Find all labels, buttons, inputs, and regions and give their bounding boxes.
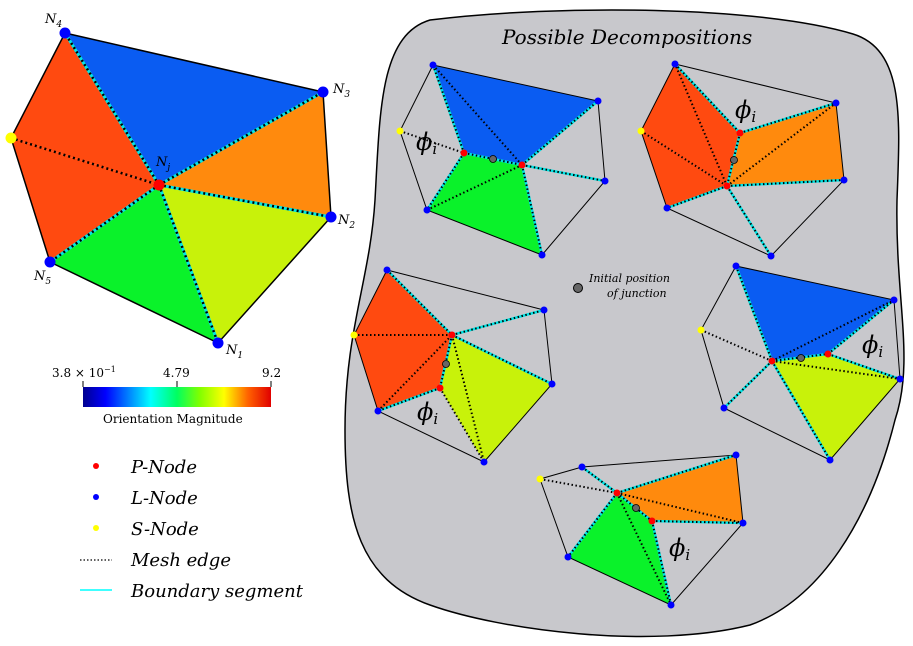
- blob-title: Possible Decompositions: [501, 25, 752, 49]
- initial-junction-marker: [573, 283, 583, 293]
- phi-label-4: ϕi: [862, 331, 883, 361]
- legend-l-node-label: L-Node: [130, 488, 198, 509]
- phi-label-1: ϕi: [416, 128, 437, 158]
- triangle-orange: [159, 92, 331, 217]
- triangle-green: [50, 185, 218, 343]
- legend-s-node-label: S-Node: [131, 519, 199, 540]
- junction-label-line2: of junction: [607, 287, 667, 300]
- colorbar-max-label: 9.2: [262, 366, 281, 380]
- label-n1: N1: [225, 343, 243, 361]
- node-n2: [325, 211, 337, 223]
- label-n3: N3: [332, 82, 350, 100]
- decomposition-4: ϕi: [697, 262, 904, 464]
- triangle-blue: [65, 33, 323, 185]
- legend: P-Node L-Node S-Node Mesh edge Boundary …: [80, 457, 304, 602]
- decomposition-5: ϕi: [536, 451, 747, 609]
- decomposition-1: ϕi: [396, 61, 609, 259]
- legend-l-node-marker: [93, 494, 99, 500]
- colorbar-gradient: [83, 387, 271, 407]
- legend-p-node-marker: [93, 463, 99, 469]
- triangle-yellow-green: [159, 185, 331, 343]
- node-n3: [317, 86, 329, 98]
- colorbar-mid-label: 4.79: [163, 366, 190, 380]
- legend-s-node-marker: [93, 525, 99, 531]
- main-mesh: N4 N3 N2 N1 N5 Nj: [5, 12, 355, 361]
- label-n2: N2: [337, 213, 355, 231]
- node-n5: [44, 256, 56, 268]
- phi-label-3: ϕi: [417, 398, 438, 428]
- legend-p-node-label: P-Node: [130, 457, 197, 478]
- junction-label-line1: Initial position: [588, 272, 670, 285]
- label-n4: N4: [44, 12, 62, 30]
- decomposition-3: ϕi: [350, 266, 556, 466]
- boundary-segments: [49, 32, 332, 344]
- colorbar: 3.8 × 10−1 4.79 9.2 Orientation Magnitud…: [52, 365, 281, 426]
- triangle-red-lower: [11, 138, 159, 262]
- colorbar-caption: Orientation Magnitude: [103, 412, 243, 426]
- node-n1: [212, 337, 224, 349]
- phi-label-5: ϕi: [669, 534, 690, 564]
- mesh-edge-s-node: [10, 136, 160, 187]
- triangle-red-upper: [11, 33, 159, 185]
- phi-label-2: ϕi: [735, 96, 756, 126]
- legend-boundary-label: Boundary segment: [130, 581, 304, 602]
- legend-mesh-edge-label: Mesh edge: [130, 550, 231, 571]
- node-nj: [153, 179, 165, 191]
- colorbar-min-label: 3.8 × 10−1: [52, 365, 116, 380]
- node-n4: [59, 27, 71, 39]
- label-nj: Nj: [155, 155, 170, 173]
- label-n5: N5: [33, 269, 51, 287]
- decomposition-2: ϕi: [637, 60, 848, 260]
- node-s: [5, 132, 17, 144]
